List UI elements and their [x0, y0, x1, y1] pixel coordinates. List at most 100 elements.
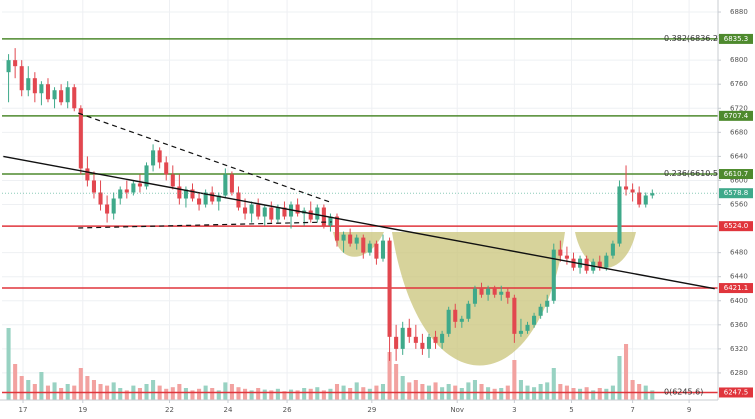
- candle-body: [354, 237, 359, 244]
- candle-body: [32, 78, 37, 94]
- candle-body: [59, 90, 64, 103]
- candle-body: [617, 186, 622, 244]
- volume-bar: [486, 387, 491, 400]
- candle-body: [210, 192, 215, 202]
- volume-bar: [288, 389, 294, 400]
- volume-bar: [591, 390, 596, 400]
- candle-body: [190, 189, 195, 199]
- y-tick-label: 6800: [730, 56, 748, 64]
- volume-bar: [407, 382, 412, 400]
- volume-bar: [164, 388, 169, 400]
- candle-body: [367, 243, 372, 253]
- volume-bar: [328, 388, 333, 400]
- candle-body: [78, 108, 83, 169]
- level-label: 6610.7: [724, 170, 749, 178]
- candle-body: [249, 204, 254, 214]
- last-price-label: 6578.8: [724, 189, 749, 197]
- candle-body: [610, 243, 615, 256]
- volume-bar: [223, 382, 228, 400]
- volume-bar: [551, 368, 556, 400]
- candle-body: [413, 336, 418, 343]
- level-label: 6247.5: [724, 388, 749, 396]
- x-tick-label: 3: [512, 406, 516, 414]
- candle-body: [6, 60, 11, 73]
- fib-label: 0.382(6836.2): [664, 34, 721, 43]
- x-tick-label: 5: [569, 406, 573, 414]
- candle-body: [532, 315, 537, 325]
- volume-bar: [6, 328, 11, 400]
- level-tag: [719, 387, 753, 398]
- volume-bar: [124, 390, 129, 400]
- volume-bar: [269, 390, 274, 400]
- grid: [2, 0, 718, 400]
- volume-bar: [321, 390, 326, 400]
- x-tick-label: 24: [224, 406, 233, 414]
- candle-body: [512, 297, 517, 334]
- candle-body: [203, 192, 208, 205]
- volume-bar: [236, 387, 241, 400]
- candle-body: [157, 150, 162, 163]
- candle-body: [486, 288, 491, 295]
- levels: 0.382(6836.2) 0.236(6610.5) 0(6245.6): [2, 34, 721, 396]
- candle-body: [394, 336, 399, 349]
- candle-body: [52, 90, 57, 100]
- volume-bar: [243, 388, 248, 400]
- volume-bar: [354, 382, 359, 400]
- volume-bar: [361, 387, 366, 400]
- volume-bar: [315, 387, 320, 400]
- volume-bar: [400, 376, 405, 400]
- candle-body: [269, 207, 274, 220]
- candle-body: [131, 183, 136, 193]
- y-tick-label: 6440: [730, 273, 748, 281]
- volume-bar: [151, 380, 156, 400]
- volume-bar: [492, 388, 497, 400]
- candle-body: [328, 216, 333, 226]
- volume-bar: [624, 344, 629, 400]
- level-tag: [719, 221, 753, 232]
- candle-body: [361, 237, 366, 253]
- volume-bar: [13, 364, 18, 400]
- volume-bar: [512, 360, 517, 400]
- volume-bar: [584, 387, 589, 400]
- volume-bar: [275, 388, 280, 400]
- volume-bar: [617, 356, 622, 400]
- candle-body: [91, 180, 96, 193]
- volume-bar: [295, 390, 300, 400]
- candle-body: [341, 234, 346, 241]
- volume-bar: [630, 380, 635, 400]
- candle-body: [440, 333, 445, 343]
- volume-bar: [604, 388, 609, 400]
- candle-body: [538, 306, 543, 316]
- volume-bar: [85, 376, 90, 400]
- candle-body: [637, 192, 642, 205]
- x-tick-label: 19: [78, 406, 87, 414]
- candle-body: [400, 327, 405, 349]
- volume-bar: [137, 388, 142, 400]
- volume-bar: [190, 390, 195, 400]
- candle-body: [229, 174, 234, 193]
- candle-body: [137, 183, 142, 187]
- candle-body: [164, 162, 169, 175]
- level-label: 6421.1: [724, 284, 749, 292]
- volume-bar: [111, 382, 116, 400]
- volume-bar: [308, 388, 313, 400]
- cup-shape: [333, 232, 384, 257]
- candle-body: [118, 189, 123, 199]
- volume-bar: [216, 390, 221, 400]
- candle-body: [499, 291, 504, 295]
- volume-bar: [249, 390, 254, 400]
- volume-bar: [466, 382, 471, 400]
- candle-body: [39, 84, 44, 94]
- candle-body: [98, 192, 103, 205]
- level-tag: [719, 169, 753, 180]
- volume-bar: [433, 382, 438, 400]
- volume-bar: [472, 380, 477, 400]
- candle-body: [308, 210, 313, 220]
- candle-body: [256, 204, 261, 217]
- y-tick-label: 6360: [730, 321, 748, 329]
- x-tick-label: 26: [283, 406, 292, 414]
- volume-bar: [26, 380, 31, 400]
- candle-body: [216, 195, 221, 202]
- candle-body: [420, 342, 425, 349]
